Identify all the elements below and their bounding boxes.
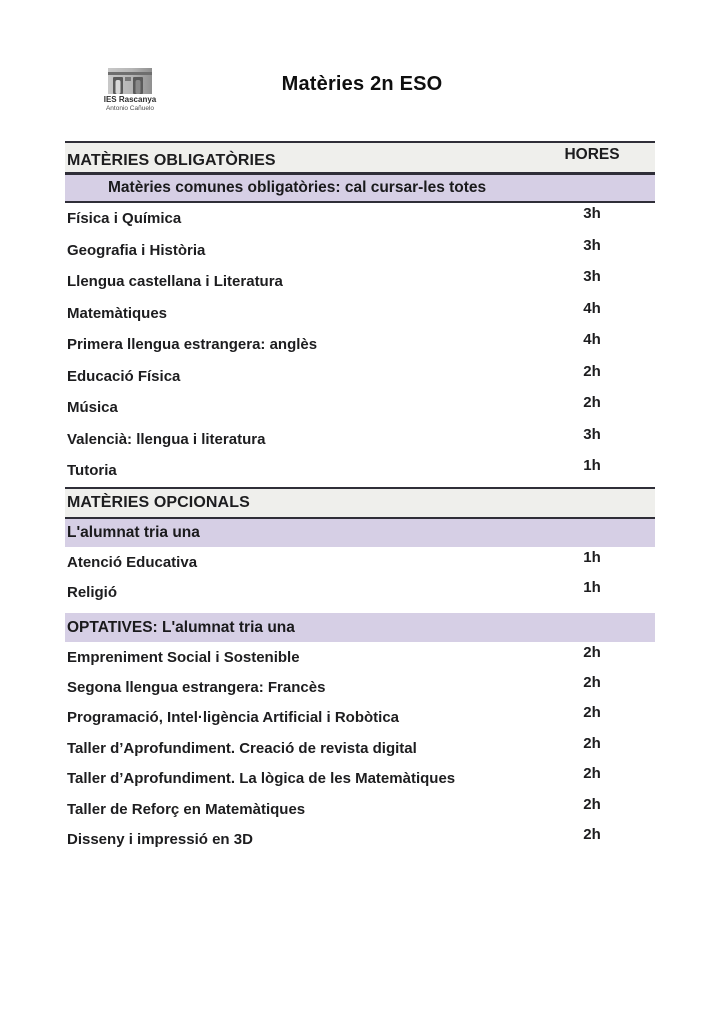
table-row: Tutoria 1h bbox=[65, 455, 655, 487]
table-row: Religió 1h bbox=[65, 578, 655, 609]
subject-label: Música bbox=[67, 399, 118, 417]
subject-label: Religió bbox=[67, 584, 118, 602]
subjects-table: MATÈRIES OBLIGATÒRIES HORES Matèries com… bbox=[65, 141, 655, 855]
subject-label: Taller de Reforç en Matemàtiques bbox=[67, 800, 306, 818]
school-building-icon bbox=[93, 67, 167, 95]
banner-comunes-obligatories: Matèries comunes obligatòries: cal cursa… bbox=[65, 175, 655, 203]
subject-label: Disseny i impressió en 3D bbox=[67, 831, 253, 849]
subject-label: Educació Física bbox=[67, 367, 181, 385]
hours-value: 2h bbox=[583, 362, 601, 380]
subject-label: Llengua castellana i Literatura bbox=[67, 273, 283, 291]
table-row: Geografia i Història 3h bbox=[65, 235, 655, 267]
hours-value: 3h bbox=[583, 236, 601, 254]
table-row: Disseny i impressió en 3D 2h bbox=[65, 824, 655, 854]
table-row: Llengua castellana i Literatura 3h bbox=[65, 266, 655, 298]
table-row: Segona llengua estrangera: Francès 2h bbox=[65, 672, 655, 702]
elective-rows: Empreniment Social i Sostenible 2h Segon… bbox=[65, 642, 655, 855]
hours-value: 4h bbox=[583, 331, 601, 349]
hours-value: 1h bbox=[583, 548, 601, 566]
hours-value: 3h bbox=[583, 425, 601, 443]
table-row: Primera llengua estrangera: anglès 4h bbox=[65, 329, 655, 361]
table-row: Física i Química 3h bbox=[65, 203, 655, 235]
table-row: Atenció Educativa 1h bbox=[65, 547, 655, 578]
hours-value: 2h bbox=[583, 826, 601, 844]
subject-label: Geografia i Història bbox=[67, 241, 206, 259]
subject-label: Matemàtiques bbox=[67, 304, 168, 322]
table-row: Valencià: llengua i literatura 3h bbox=[65, 424, 655, 456]
subject-label: Empreniment Social i Sostenible bbox=[67, 648, 300, 666]
table-row: Empreniment Social i Sostenible 2h bbox=[65, 642, 655, 672]
optional-rows: Atenció Educativa 1h Religió 1h bbox=[65, 547, 655, 608]
section-title: MATÈRIES OBLIGATÒRIES bbox=[67, 152, 276, 169]
table-row: Programació, Intel·ligència Artificial i… bbox=[65, 703, 655, 733]
hours-value: 3h bbox=[583, 205, 601, 223]
subject-label: Tutoria bbox=[67, 462, 117, 480]
banner-optatives: OPTATIVES: L'alumnat tria una bbox=[65, 613, 655, 642]
subject-label: Valencià: llengua i literatura bbox=[67, 430, 266, 448]
hours-value: 4h bbox=[583, 299, 601, 317]
hours-value: 3h bbox=[583, 268, 601, 286]
table-row: Matemàtiques 4h bbox=[65, 298, 655, 330]
page-title: Matèries 2n ESO bbox=[281, 73, 443, 95]
subject-label: Física i Química bbox=[67, 210, 182, 228]
school-logo: IES Rascanya Antonio Cañuelo bbox=[93, 67, 167, 113]
hours-value: 2h bbox=[583, 765, 601, 783]
hours-value: 2h bbox=[583, 394, 601, 412]
hours-value: 1h bbox=[583, 457, 601, 475]
hours-value: 2h bbox=[583, 674, 601, 692]
banner-alumnat-tria-una: L'alumnat tria una bbox=[65, 519, 655, 547]
table-row: Educació Física 2h bbox=[65, 361, 655, 393]
hours-value: 1h bbox=[583, 579, 601, 597]
table-row: Taller de Reforç en Matemàtiques 2h bbox=[65, 794, 655, 824]
subject-label: Taller d’Aprofundiment. Creació de revis… bbox=[67, 739, 417, 757]
hours-value: 2h bbox=[583, 704, 601, 722]
section-header-obligatories: MATÈRIES OBLIGATÒRIES HORES bbox=[65, 141, 655, 175]
hours-value: 2h bbox=[583, 795, 601, 813]
logo-text-line1: IES Rascanya bbox=[103, 95, 157, 104]
section-title: MATÈRIES OPCIONALS bbox=[67, 493, 250, 511]
table-row: Taller d’Aprofundiment. La lògica de les… bbox=[65, 764, 655, 794]
subject-label: Primera llengua estrangera: anglès bbox=[67, 336, 318, 354]
subject-label: Taller d’Aprofundiment. La lògica de les… bbox=[67, 770, 456, 788]
logo-text-line2: Antonio Cañuelo bbox=[105, 105, 155, 112]
hours-value: 2h bbox=[583, 643, 601, 661]
subject-label: Programació, Intel·ligència Artificial i… bbox=[67, 709, 400, 727]
table-row: Taller d’Aprofundiment. Creació de revis… bbox=[65, 733, 655, 763]
obligatory-rows: Física i Química 3h Geografia i Història… bbox=[65, 203, 655, 487]
table-row: Música 2h bbox=[65, 392, 655, 424]
subject-label: Segona llengua estrangera: Francès bbox=[67, 679, 326, 697]
section-header-opcionals: MATÈRIES OPCIONALS bbox=[65, 486, 655, 519]
subject-label: Atenció Educativa bbox=[67, 553, 198, 571]
hours-column-header: HORES bbox=[564, 146, 620, 163]
hours-value: 2h bbox=[583, 734, 601, 752]
